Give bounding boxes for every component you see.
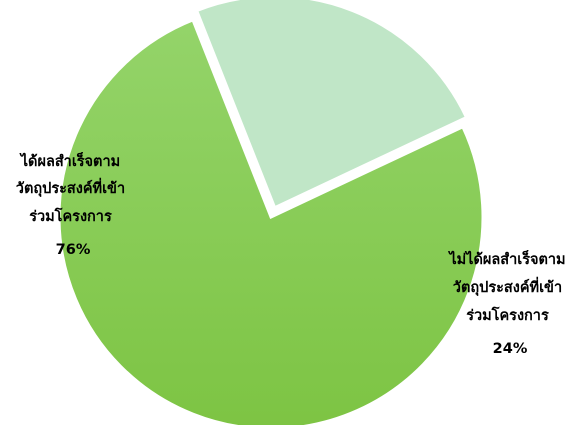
slice-label-not-achieved-line-1: ไม่ได้ผลสำเร็จตาม — [447, 249, 565, 268]
slice-label-not-achieved: ไม่ได้ผลสำเร็จตาม วัตถุประสงค์ที่เข้า ร่… — [447, 249, 570, 357]
slice-label-achieved-line-2: วัตถุประสงค์ที่เข้า — [16, 177, 125, 197]
slice-label-not-achieved-line-3: ร่วมโครงการ — [466, 306, 549, 324]
slice-label-achieved-line-1: ได้ผลสำเร็จตาม — [19, 151, 120, 170]
slice-achieved — [57, 17, 485, 425]
slice-not-achieved — [194, 0, 469, 210]
slice-label-not-achieved-percent: 24% — [493, 341, 528, 357]
slice-label-achieved-percent: 76% — [56, 242, 91, 258]
slice-label-not-achieved-line-2: วัตถุประสงค์ที่เข้า — [453, 276, 562, 296]
slice-label-achieved: ได้ผลสำเร็จตาม วัตถุประสงค์ที่เข้า ร่วมโ… — [16, 151, 130, 258]
slice-label-achieved-line-3: ร่วมโครงการ — [29, 207, 112, 225]
